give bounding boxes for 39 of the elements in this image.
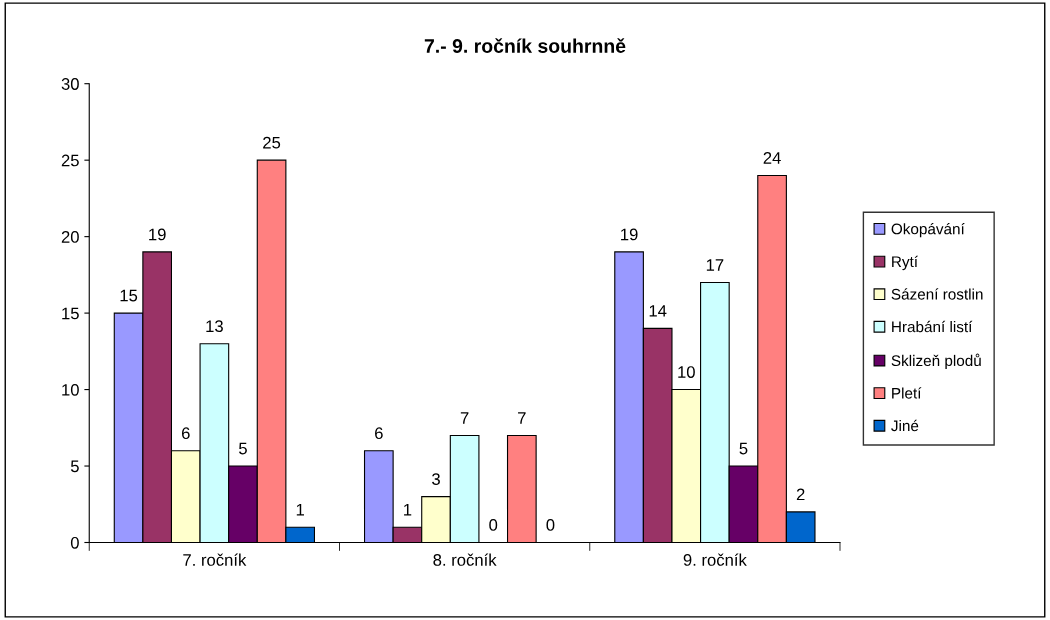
data-label: 13 <box>206 320 223 333</box>
legend-label: Sklizeň plodů <box>891 353 981 370</box>
chart-title: 7.- 9. ročník souhrnně <box>424 38 626 53</box>
data-label: 7 <box>460 412 469 424</box>
data-label: 24 <box>763 152 781 164</box>
data-label: 0 <box>546 519 555 531</box>
legend-label: Jiné <box>891 419 919 432</box>
legend-label: Sázení rostlin <box>891 288 983 300</box>
data-label: 5 <box>739 442 748 455</box>
data-label: 10 <box>678 366 695 378</box>
data-label: 19 <box>149 228 166 241</box>
y-tick-label: 20 <box>61 231 79 243</box>
data-label: 14 <box>649 305 667 317</box>
y-tick-label: 10 <box>62 383 79 396</box>
data-label: 1 <box>404 503 412 516</box>
data-label: 19 <box>621 228 638 241</box>
y-tick-label: 15 <box>62 307 79 320</box>
legend-label: Hrabání listí <box>892 320 973 333</box>
data-label: 25 <box>263 136 281 149</box>
data-label: 7 <box>518 412 526 424</box>
y-tick-label: 0 <box>70 536 79 549</box>
data-label: 6 <box>375 427 383 440</box>
x-tick-label: 7. ročník <box>183 553 247 566</box>
data-label: 3 <box>432 473 440 485</box>
data-label: 15 <box>120 289 138 302</box>
legend-label: Okopávání <box>891 222 965 238</box>
data-label: 6 <box>181 427 190 440</box>
data-label: 1 <box>296 503 304 516</box>
x-tick-label: 9. ročník <box>683 553 747 566</box>
data-label: 17 <box>706 259 724 271</box>
y-tick-label: 5 <box>70 460 79 473</box>
legend-label: Rytí <box>892 255 918 271</box>
y-tick-label: 30 <box>61 78 79 90</box>
data-label: 0 <box>489 519 498 531</box>
legend-label: Pletí <box>892 387 922 399</box>
y-tick-label: 25 <box>61 154 79 167</box>
x-tick-label: 8. ročník <box>433 553 497 566</box>
data-label: 5 <box>239 442 247 455</box>
data-label: 2 <box>796 488 805 501</box>
